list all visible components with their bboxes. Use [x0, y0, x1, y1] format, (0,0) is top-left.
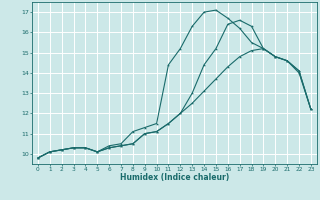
X-axis label: Humidex (Indice chaleur): Humidex (Indice chaleur) — [120, 173, 229, 182]
